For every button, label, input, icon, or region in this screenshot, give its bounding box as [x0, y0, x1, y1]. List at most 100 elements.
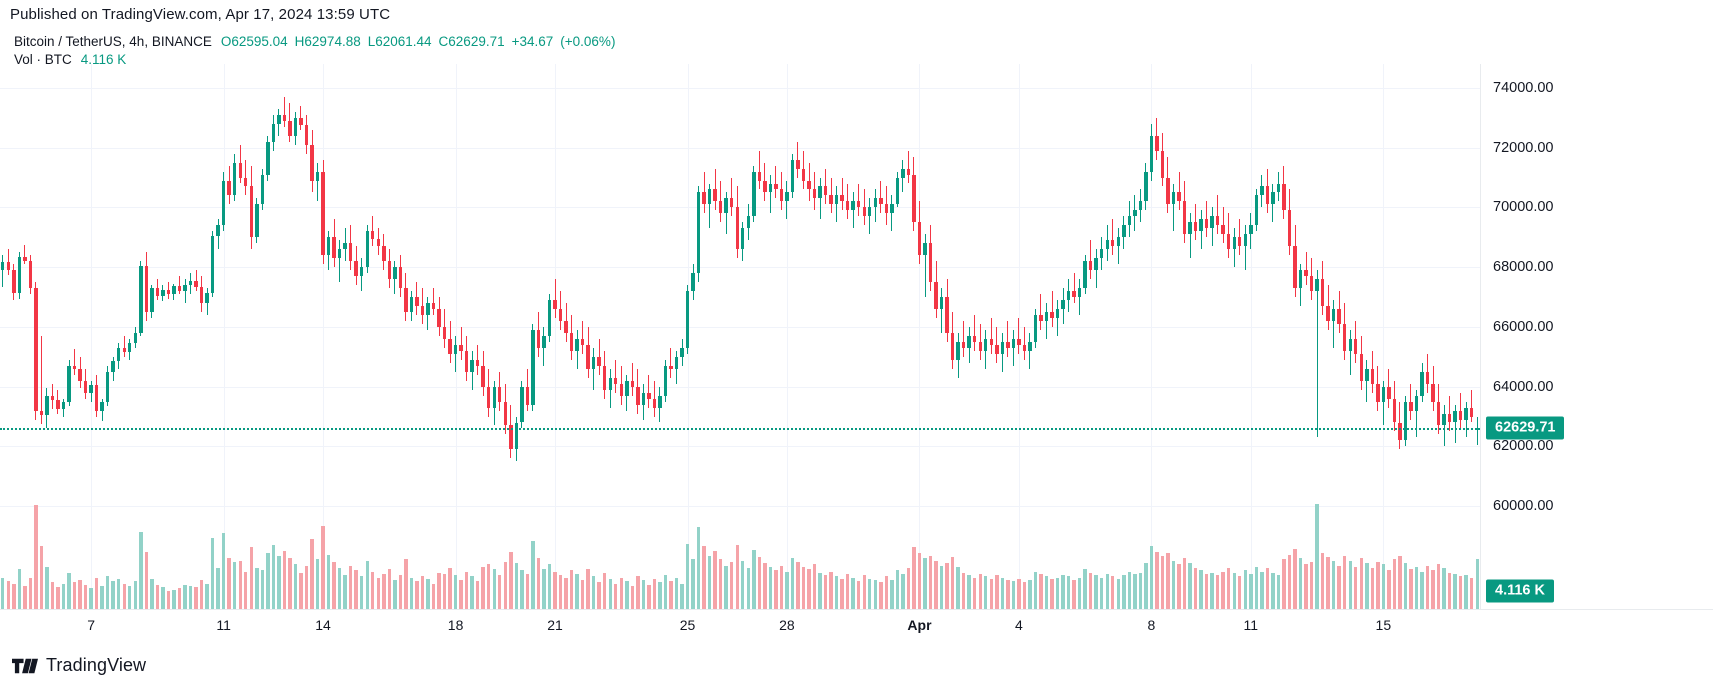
volume-bar: [790, 558, 795, 609]
volume-bar: [1392, 559, 1397, 609]
published-text: Published on TradingView.com, Apr 17, 20…: [10, 5, 391, 23]
candle-body: [967, 335, 971, 348]
candle-wick: [963, 320, 965, 357]
volume-bar: [1155, 552, 1159, 609]
volume-bar: [735, 544, 739, 609]
candle-body: [1232, 237, 1236, 250]
candle-body: [1337, 308, 1341, 324]
volume-bar: [1243, 570, 1247, 609]
volume-bar: [873, 580, 877, 609]
candle-body: [1425, 371, 1430, 384]
time-tick-label: 8: [1147, 617, 1156, 633]
volume-bar: [1359, 558, 1363, 609]
symbol-title[interactable]: Bitcoin / TetherUS, 4h, BINANCE: [14, 34, 212, 49]
volume-bar: [641, 580, 646, 609]
candle-body: [448, 338, 452, 354]
candle-body: [680, 347, 684, 357]
volume-bar: [227, 558, 231, 609]
volume-bar: [580, 580, 585, 609]
volume-bar: [117, 578, 121, 609]
volume-bar: [1304, 564, 1308, 609]
volume-bar: [575, 573, 579, 609]
volume-bar: [459, 580, 463, 609]
volume-bar: [807, 569, 811, 609]
candle-body: [619, 383, 623, 396]
candle-body: [210, 235, 215, 293]
volume-bar: [823, 575, 828, 609]
volume-bar: [45, 566, 49, 609]
volume-bar: [1006, 580, 1010, 609]
gridline-vertical: [919, 64, 921, 609]
candle-body: [492, 386, 496, 408]
volume-bar: [691, 559, 695, 609]
volume-bar: [879, 582, 883, 609]
time-axis[interactable]: 7 11 14 18 21 25 28 Apr 4 8 11 15: [0, 609, 1713, 645]
candle-wick: [1217, 195, 1219, 235]
candle-body: [862, 207, 866, 217]
candle-body: [1331, 308, 1336, 321]
volume-bar: [663, 575, 668, 609]
candle-body: [602, 365, 607, 390]
price-tick-label: 62000.00: [1493, 438, 1554, 455]
candle-body: [895, 177, 900, 205]
candle-body: [393, 267, 397, 280]
volume-bar: [586, 569, 590, 609]
candle-body: [1000, 341, 1005, 354]
gridline-vertical: [455, 64, 457, 609]
candle-body: [288, 120, 292, 136]
volume-bar: [1403, 563, 1408, 609]
volume-bar: [597, 582, 601, 609]
volume-bar: [1331, 560, 1336, 609]
candle-body: [282, 114, 287, 121]
volume-bar: [492, 569, 496, 609]
volume-bar: [1436, 564, 1441, 609]
candle-body: [172, 285, 176, 295]
legend-volume-row: Vol · BTC 4.116 K: [14, 51, 1713, 69]
candle-body: [873, 198, 877, 208]
candle-body: [669, 365, 673, 369]
candle-body: [1387, 386, 1391, 399]
candle-body: [1370, 368, 1375, 384]
volume-bar: [834, 576, 839, 609]
candle-body: [161, 289, 165, 296]
candle-body: [1381, 386, 1386, 402]
volume-bar: [6, 581, 10, 609]
candle-body: [1221, 225, 1225, 235]
candle-body: [547, 300, 552, 336]
candle-body: [56, 400, 60, 410]
candle-body: [1354, 338, 1358, 354]
volume-bar: [1066, 576, 1071, 609]
volume-bar: [625, 581, 629, 609]
candle-body: [1044, 311, 1049, 321]
volume-bar: [685, 543, 690, 609]
candlestick-plot[interactable]: [0, 64, 1480, 609]
candle-body: [183, 285, 187, 292]
candle-body: [956, 341, 960, 360]
candle-body: [255, 204, 259, 238]
candle-body: [1227, 234, 1231, 250]
candle-body: [558, 308, 563, 321]
price-axis[interactable]: 74000.00 72000.00 70000.00 68000.00 66000.00…: [1480, 64, 1713, 609]
volume-bar: [1238, 576, 1242, 609]
volume-bar: [509, 552, 513, 609]
current-price-badge[interactable]: 62629.71: [1486, 416, 1565, 440]
candle-body: [12, 270, 16, 294]
candle-body: [360, 267, 364, 277]
candle-body: [343, 243, 347, 250]
candle-body: [741, 228, 745, 250]
volume-bar: [271, 544, 276, 609]
candle-wick: [455, 335, 457, 372]
volume-bar: [917, 553, 922, 609]
chart-area[interactable]: 74000.00 72000.00 70000.00 68000.00 66000.00…: [0, 64, 1713, 609]
volume-bar: [105, 576, 110, 609]
volume-bar: [636, 576, 640, 609]
gridline-vertical: [91, 64, 93, 609]
price-change-percent: (+0.06%): [560, 34, 616, 49]
current-volume-badge[interactable]: 4.116 K: [1486, 579, 1554, 603]
volume-bar: [481, 566, 485, 609]
candle-body: [961, 341, 966, 348]
candle-body: [277, 114, 281, 124]
volume-label[interactable]: Vol · BTC: [14, 52, 72, 67]
volume-bar: [1138, 572, 1143, 609]
volume-bar: [503, 561, 507, 609]
